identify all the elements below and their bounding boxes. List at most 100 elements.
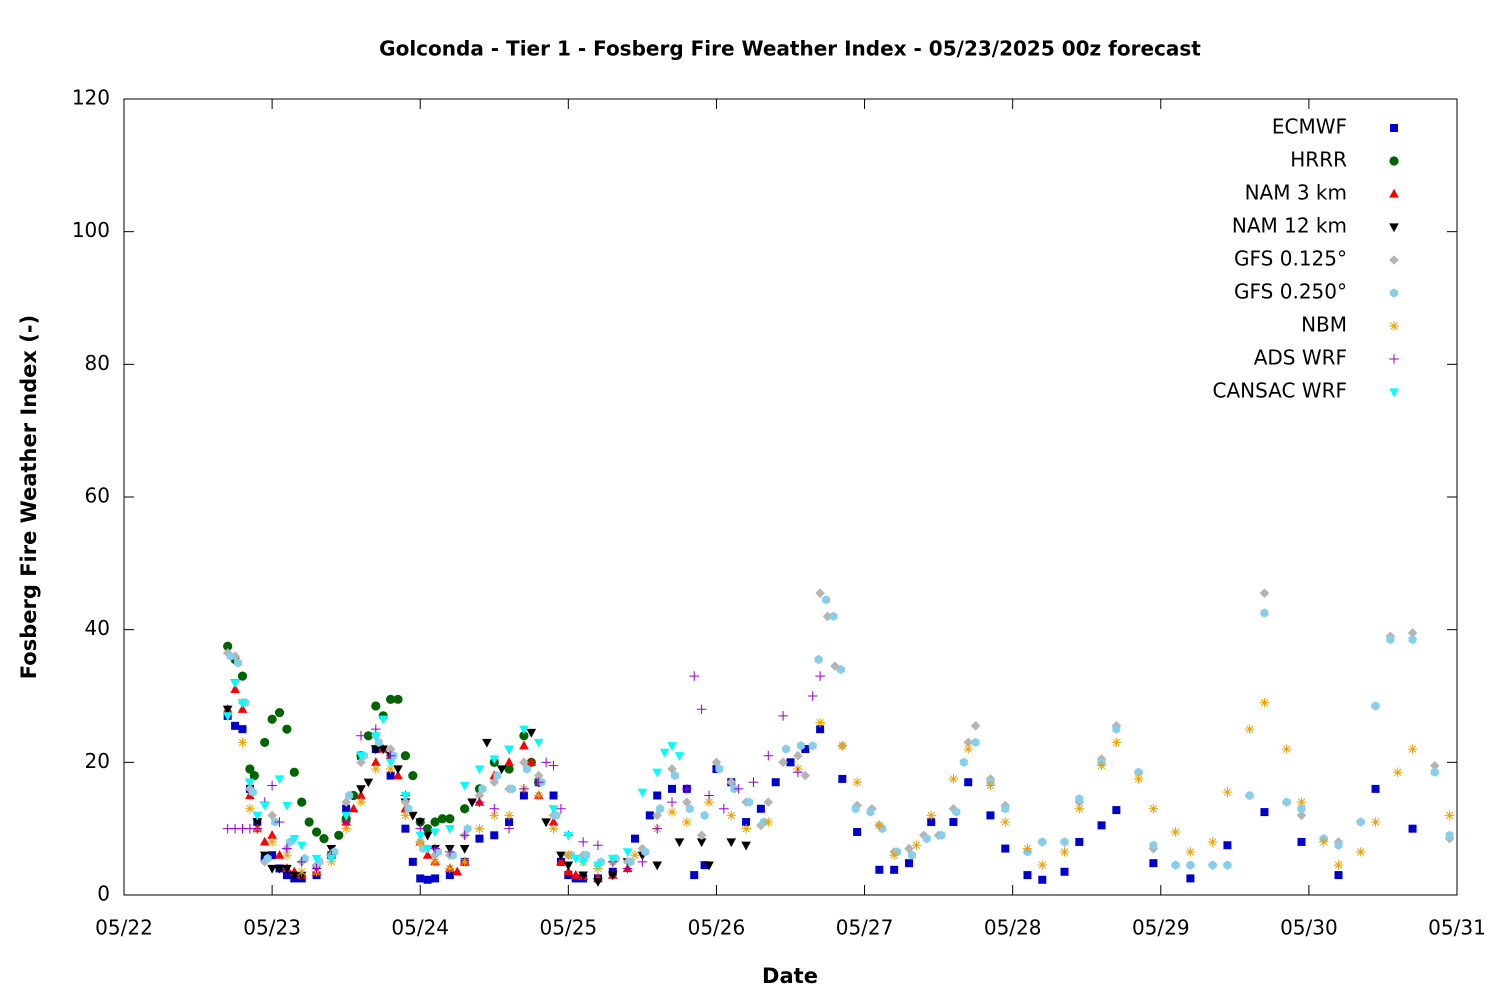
data-point	[267, 780, 277, 791]
data-point	[356, 731, 366, 741]
data-point	[578, 871, 588, 881]
data-point	[296, 866, 307, 877]
data-point	[1407, 628, 1418, 638]
data-point	[1059, 847, 1070, 857]
data-point	[652, 768, 662, 778]
data-point	[238, 725, 247, 734]
data-point	[682, 817, 692, 827]
data-point	[1371, 701, 1380, 711]
data-point	[522, 764, 531, 774]
data-point	[415, 831, 426, 841]
data-point	[948, 774, 959, 784]
data-point	[1186, 860, 1195, 870]
data-point	[1185, 847, 1196, 857]
x-tick-label: 05/28	[984, 916, 1042, 940]
data-point	[445, 847, 455, 857]
data-point	[719, 803, 729, 814]
data-point	[504, 764, 514, 774]
data-point	[489, 810, 500, 821]
data-point	[423, 875, 432, 884]
x-tick-label: 05/30	[1280, 916, 1338, 940]
data-point	[1223, 841, 1232, 850]
data-point	[911, 840, 922, 851]
data-point	[1259, 588, 1270, 598]
data-point	[952, 807, 961, 817]
data-point	[393, 770, 403, 780]
data-point	[1259, 697, 1270, 708]
data-point	[578, 837, 588, 847]
data-point	[356, 785, 366, 795]
data-point	[342, 804, 351, 813]
data-point	[793, 767, 803, 778]
data-point	[622, 848, 633, 858]
data-point	[416, 874, 425, 883]
data-point	[422, 844, 433, 854]
data-point	[504, 810, 514, 821]
data-point	[563, 831, 574, 841]
data-point	[748, 777, 759, 788]
data-point	[422, 850, 433, 859]
data-point	[445, 863, 455, 874]
data-point	[704, 797, 714, 807]
data-point	[400, 791, 411, 801]
legend-label: NAM 12 km	[1232, 214, 1347, 238]
data-point	[237, 699, 248, 708]
data-point	[1244, 724, 1255, 734]
data-point	[1356, 817, 1365, 827]
data-point	[356, 790, 366, 800]
data-point	[963, 737, 974, 748]
data-point	[401, 824, 410, 833]
data-point	[874, 820, 885, 831]
data-point	[1281, 744, 1292, 754]
data-point	[311, 863, 322, 874]
data-point	[593, 840, 603, 851]
data-point	[793, 750, 803, 761]
data-point	[489, 803, 500, 814]
data-point	[445, 814, 455, 824]
data-point	[816, 725, 825, 734]
data-point	[711, 757, 722, 768]
data-point	[282, 871, 291, 880]
data-point	[370, 757, 381, 766]
data-point	[1134, 767, 1143, 777]
data-point	[374, 737, 383, 748]
data-point	[245, 778, 255, 788]
x-tick-label: 05/31	[1428, 916, 1486, 940]
y-tick-label: 100	[72, 218, 110, 242]
data-point	[482, 738, 492, 748]
data-point	[1371, 784, 1380, 793]
data-point	[637, 788, 648, 798]
data-point	[959, 757, 968, 767]
data-point	[282, 850, 292, 860]
data-point	[866, 807, 875, 817]
data-point	[622, 863, 633, 874]
data-point	[556, 803, 566, 814]
data-point	[274, 775, 285, 785]
data-point	[907, 850, 916, 860]
data-point	[1001, 804, 1010, 814]
data-point	[904, 843, 914, 854]
data-point	[519, 791, 528, 800]
data-point	[667, 797, 677, 807]
data-point	[670, 771, 679, 781]
data-point	[1060, 837, 1069, 847]
x-tick-label: 05/24	[391, 916, 449, 940]
data-point	[334, 830, 344, 840]
data-point	[696, 704, 707, 715]
data-point	[1408, 635, 1417, 645]
data-point	[549, 791, 558, 800]
data-point	[970, 721, 981, 731]
data-point	[1075, 794, 1084, 804]
data-point	[474, 823, 485, 834]
data-point	[445, 825, 455, 834]
data-point	[837, 740, 848, 751]
data-point	[231, 721, 240, 730]
data-point	[386, 694, 396, 704]
data-point	[1112, 724, 1121, 734]
legend-label: ADS WRF	[1254, 346, 1347, 370]
data-point	[363, 778, 374, 788]
data-point	[282, 801, 292, 811]
data-point	[852, 777, 862, 788]
data-point	[556, 856, 566, 866]
